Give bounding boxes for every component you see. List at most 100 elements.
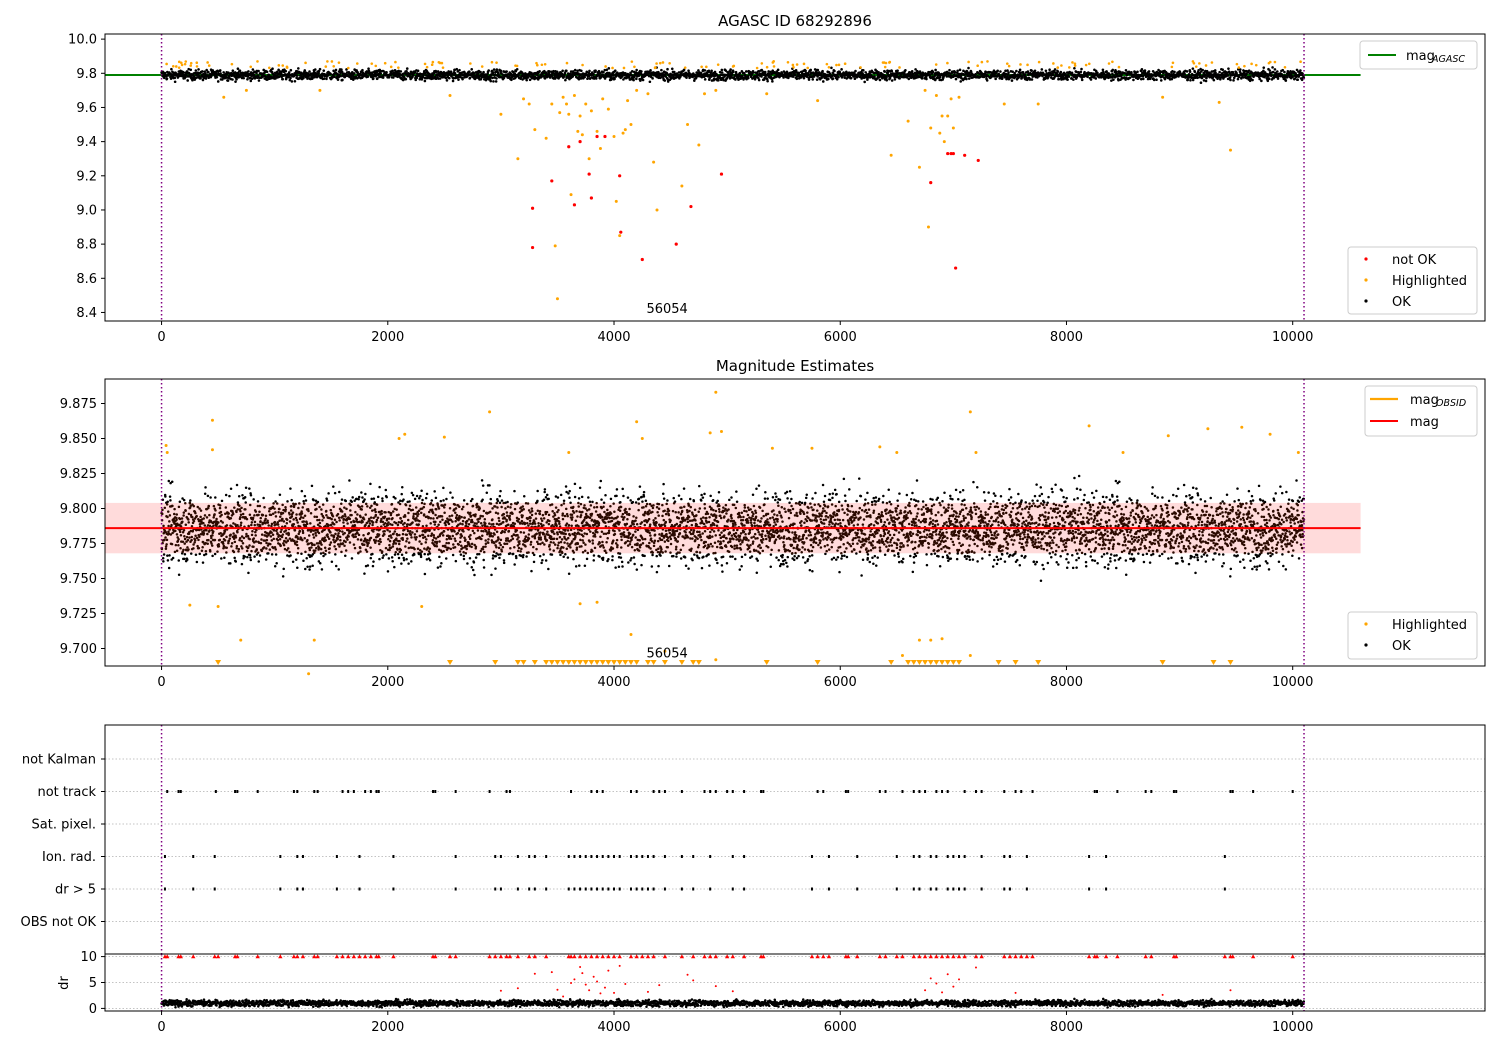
ok-point (505, 70, 508, 73)
ok-point (1226, 74, 1230, 77)
highlighted-point (802, 62, 806, 66)
ok-point (401, 78, 405, 82)
ok-point (170, 523, 173, 527)
ok-point (352, 543, 356, 546)
ok-point (288, 78, 292, 82)
ok-point (214, 509, 217, 512)
notok-point (603, 134, 607, 139)
ok-point (197, 546, 201, 550)
ok-point (369, 546, 372, 549)
ok-point (1059, 70, 1063, 74)
ok-point (219, 72, 222, 75)
ok-point (904, 68, 907, 72)
highlighted-point (881, 61, 885, 64)
highlighted-point (1299, 60, 1302, 64)
ok-point (229, 517, 233, 520)
ok-point (396, 548, 399, 551)
ok-point (809, 68, 813, 72)
highlighted-point (771, 61, 775, 64)
ok-point (174, 529, 177, 533)
ok-point (218, 506, 222, 510)
ok-point (216, 80, 220, 83)
ok-point (1173, 70, 1176, 74)
legend-highlighted-label: Highlighted (1392, 274, 1467, 289)
ok-point (322, 77, 326, 80)
ok-point (252, 73, 256, 77)
ok-point (499, 69, 503, 73)
ok-point (372, 77, 375, 80)
highlighted-point (1217, 100, 1221, 104)
ok-point (448, 76, 451, 80)
ok-point (233, 506, 236, 509)
ok-point (265, 541, 268, 545)
highlighted-point (1117, 65, 1121, 69)
highlighted-point (441, 66, 445, 69)
ok-point (1140, 67, 1144, 71)
ok-point (237, 547, 241, 551)
ok-point (379, 72, 383, 75)
ok-point (332, 538, 335, 542)
ok-point (387, 521, 390, 524)
ok-point (660, 68, 663, 72)
ok-point (182, 511, 186, 514)
highlighted-point (716, 63, 720, 66)
highlighted-point (1250, 62, 1253, 66)
ok-point (290, 80, 294, 83)
ok-point (1096, 71, 1099, 75)
ok-point (802, 76, 806, 80)
ok-point (288, 513, 291, 516)
ok-point (194, 69, 198, 72)
ok-point (311, 543, 314, 547)
ok-point (1033, 69, 1037, 73)
ok-point (461, 77, 464, 81)
ok-point (166, 559, 170, 562)
x-tick-label: 6000 (824, 330, 857, 345)
ok-point (274, 511, 277, 514)
ok-point (327, 492, 330, 495)
ok-point (344, 515, 347, 518)
ok-point (250, 549, 253, 553)
highlighted-point (1268, 60, 1272, 64)
ok-point (284, 536, 288, 540)
highlighted-point (527, 102, 531, 106)
ok-point (391, 516, 394, 520)
ok-point (287, 532, 291, 536)
ok-point (248, 544, 251, 547)
ok-point (965, 77, 968, 81)
ok-point (386, 528, 389, 532)
highlighted-point (926, 225, 930, 229)
ok-point (350, 500, 354, 503)
highlighted-point (714, 88, 718, 92)
ok-point (187, 521, 190, 524)
ok-point (308, 70, 311, 73)
ok-point (186, 538, 190, 542)
ok-point (1199, 81, 1203, 85)
ok-point (173, 507, 176, 511)
ok-point (388, 543, 391, 547)
highlighted-point (189, 64, 193, 67)
legend-ok-label: OK (1392, 295, 1411, 310)
highlighted-point (430, 63, 434, 66)
ok-point (237, 550, 240, 553)
ok-point (253, 520, 257, 524)
ok-point (833, 69, 836, 73)
ok-point (169, 77, 173, 80)
ok-point (332, 69, 335, 73)
ok-point (274, 77, 277, 80)
ok-point (253, 555, 256, 558)
ok-point (175, 513, 179, 516)
highlighted-point (700, 65, 703, 69)
ok-point (170, 67, 173, 71)
ok-point (731, 73, 734, 76)
ok-point (382, 554, 385, 557)
ok-point (248, 537, 251, 541)
ok-point (190, 538, 193, 542)
ok-point (215, 517, 218, 521)
highlighted-point (934, 63, 938, 66)
ok-point (186, 79, 189, 82)
ok-point (285, 522, 289, 525)
ok-point (216, 70, 220, 73)
ok-point (297, 506, 300, 510)
ok-point (203, 514, 207, 517)
ok-point (400, 553, 404, 556)
